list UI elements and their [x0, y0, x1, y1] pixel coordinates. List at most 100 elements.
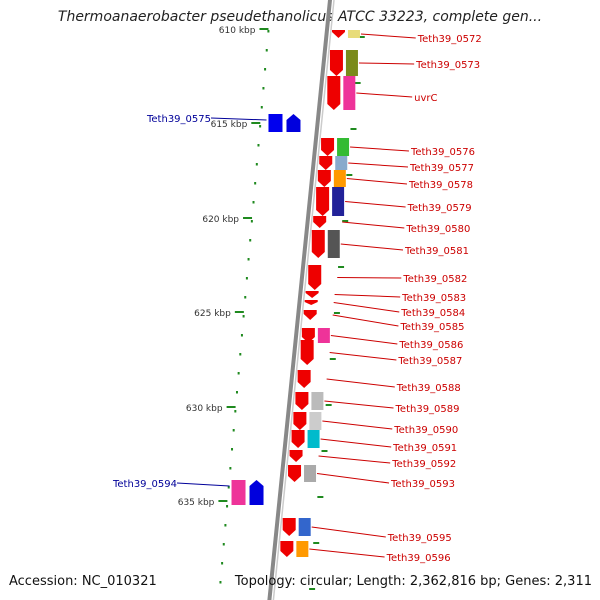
outer-ruler-dot: [325, 404, 332, 406]
ruler-label: 620 kbp: [202, 215, 239, 225]
forward-gene-arrow: [331, 30, 345, 38]
outer-ruler-dot: [358, 36, 365, 38]
forward-gene-arrow: [327, 76, 341, 110]
forward-gene-label: Teth39_0592: [391, 459, 456, 470]
gene-label-leader: [330, 335, 398, 345]
cog-color-box: [309, 412, 322, 430]
gene-label-leader: [316, 473, 390, 484]
forward-gene-arrow: [304, 300, 318, 305]
reverse-gene-arrow: [286, 114, 301, 132]
outer-ruler-dot: [309, 588, 316, 590]
cog-color-box: [304, 465, 317, 482]
forward-gene-label: Teth39_0583: [401, 293, 466, 304]
ruler-dot: [222, 543, 225, 546]
chromosome-backbone: [267, 0, 335, 600]
cog-color-box: [335, 156, 348, 170]
ruler-dot: [254, 182, 257, 185]
cog-color-box: [347, 30, 360, 38]
gene-label-leader: [340, 243, 404, 251]
ruler-dot: [232, 429, 235, 432]
cog-color-box: [268, 114, 283, 132]
forward-gene-label: Teth39_0580: [405, 224, 470, 235]
forward-gene-label: Teth39_0587: [397, 356, 462, 367]
ruler-dot: [227, 486, 230, 489]
ruler-dot: [249, 239, 252, 242]
backbone-line: [267, 0, 333, 600]
forward-gene-arrow: [321, 138, 335, 156]
forward-gene-arrow: [305, 291, 319, 298]
ruler-dot: [237, 372, 240, 375]
gene-label-leader: [322, 420, 393, 430]
ruler-dot: [229, 467, 232, 470]
ruler-dot: [250, 220, 253, 223]
forward-gene-arrow: [317, 170, 331, 187]
reverse-gene-arrow: [249, 480, 264, 505]
forward-gene-label: Teth39_0582: [402, 274, 467, 285]
ruler-dot: [255, 163, 258, 166]
map-title: Thermoanaerobacter pseudethanolicus ATCC…: [57, 9, 543, 25]
cog-color-box: [311, 392, 324, 410]
ruler-dot: [231, 448, 234, 451]
outer-ruler-dot: [350, 128, 357, 130]
forward-gene-label: Teth39_0576: [410, 147, 475, 158]
ruler-label: 610 kbp: [219, 26, 256, 36]
gene-label-leader: [337, 277, 402, 279]
forward-gene-arrow: [313, 216, 327, 228]
forward-gene-label: Teth39_0593: [390, 479, 455, 490]
gene-label-leader: [348, 162, 409, 168]
forward-gene-arrow: [291, 430, 305, 448]
forward-gene-label: Teth39_0578: [408, 180, 473, 191]
gene-label-leader: [311, 526, 386, 538]
gene-label-leader: [345, 201, 406, 208]
gene-label-leader: [356, 92, 413, 98]
gene-label-leader: [318, 455, 391, 464]
forward-gene-arrow: [301, 328, 315, 343]
ruler-dot: [239, 353, 242, 356]
ruler-dot: [259, 125, 262, 128]
outer-ruler-dot: [321, 450, 328, 452]
forward-gene-label: Teth39_0588: [396, 383, 461, 394]
forward-gene-arrow: [297, 370, 311, 388]
forward-gene-label: Teth39_0581: [404, 246, 469, 257]
ruler-dots: [219, 30, 270, 584]
forward-gene-label: uvrC: [414, 93, 437, 104]
cog-color-box: [327, 230, 340, 258]
cog-color-box: [317, 328, 330, 343]
ruler-dot: [252, 201, 255, 204]
ruler-dot: [235, 391, 238, 394]
reverse-strand-genes: Teth39_0575 Teth39_0594: [112, 114, 301, 505]
forward-gene-label: Teth39_0573: [415, 60, 480, 71]
gene-label-leader: [324, 400, 394, 409]
forward-gene-arrow: [308, 265, 322, 290]
ruler-label: 615 kbp: [211, 120, 248, 130]
forward-gene-label: Teth39_0579: [407, 203, 472, 214]
outer-ruler-dot: [342, 220, 349, 222]
forward-gene-arrow: [293, 412, 307, 430]
cog-color-box: [343, 76, 356, 110]
cog-color-box: [298, 518, 311, 536]
outer-ruler-dot: [338, 266, 345, 268]
forward-gene-label: Teth39_0595: [387, 533, 452, 544]
topology-label: Topology: circular; Length: 2,362,816 bp…: [234, 574, 592, 589]
reverse-gene-label: Teth39_0594: [112, 479, 177, 490]
gene-label-leader: [334, 294, 401, 298]
forward-gene-label: Teth39_0596: [386, 553, 451, 564]
forward-gene-label: Teth39_0590: [393, 425, 458, 436]
outer-ruler-dot: [354, 82, 361, 84]
gene-label-leader: [329, 352, 397, 361]
outer-ruler-dot: [346, 174, 353, 176]
ruler-dot: [234, 410, 237, 413]
cog-color-box: [333, 170, 346, 187]
ruler-dot: [260, 106, 263, 109]
gene-label-leader: [309, 548, 385, 558]
outer-ruler-dot: [313, 542, 320, 544]
cog-color-box: [337, 138, 350, 156]
forward-gene-arrow: [289, 450, 303, 462]
forward-gene-label: Teth39_0589: [395, 404, 460, 415]
forward-gene-label: Teth39_0584: [400, 308, 465, 319]
reverse-gene-label: Teth39_0575: [146, 114, 211, 125]
ruler-dot: [226, 505, 229, 508]
ruler-label: 635 kbp: [178, 498, 215, 508]
cog-color-box: [296, 541, 309, 557]
